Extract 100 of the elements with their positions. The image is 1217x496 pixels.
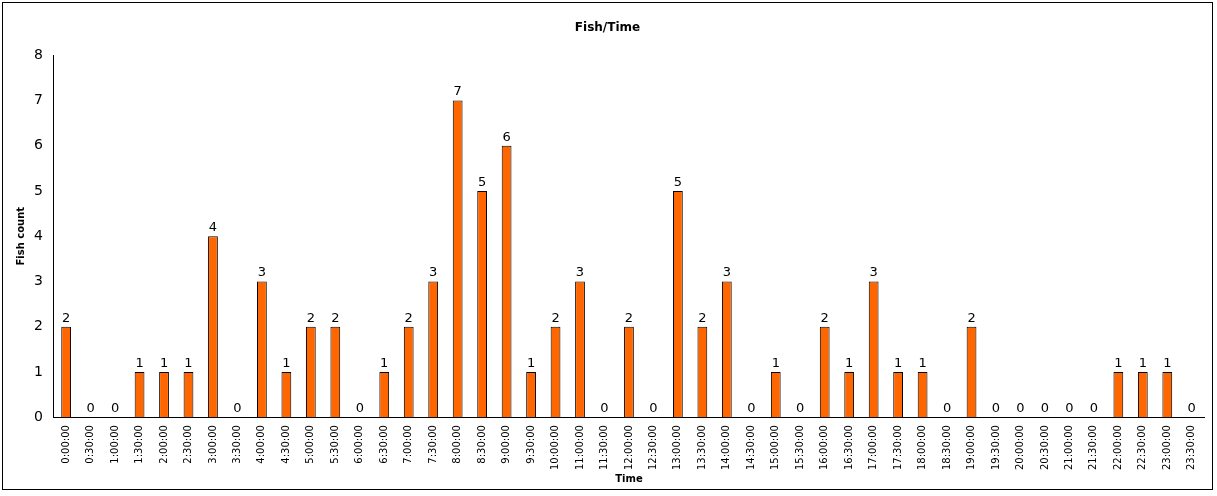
y-tick-label: 3	[33, 272, 43, 289]
data-label: 7	[453, 83, 462, 99]
x-tick-label: 2:30:00	[182, 425, 194, 464]
data-label: 0	[649, 399, 658, 415]
x-tick-label: 11:00:00	[573, 425, 585, 471]
data-label: 3	[869, 264, 878, 280]
data-label: 1	[918, 354, 927, 370]
data-label: 3	[575, 264, 585, 280]
data-label: 0	[747, 399, 756, 415]
x-tick-label: 16:30:00	[842, 425, 854, 471]
data-label: 6	[502, 128, 511, 144]
data-label: 3	[429, 264, 438, 280]
x-tick-label: 6:00:00	[353, 425, 365, 464]
x-tick-label: 23:30:00	[1185, 425, 1197, 471]
data-label: 2	[62, 309, 71, 325]
x-tick-label: 21:30:00	[1087, 425, 1099, 471]
x-tick-label: 7:30:00	[426, 425, 438, 464]
x-tick-label: 16:00:00	[818, 425, 830, 471]
x-tick-label: 5:30:00	[328, 425, 340, 464]
data-label: 0	[1089, 399, 1099, 415]
data-label: 0	[86, 399, 95, 415]
x-tick-label: 17:30:00	[891, 425, 903, 471]
x-tick-label: 23:00:00	[1160, 425, 1172, 471]
x-tick-label: 0:30:00	[84, 425, 96, 464]
x-axis-title: Time	[615, 472, 643, 484]
x-tick-label: 19:30:00	[989, 425, 1001, 471]
data-label: 0	[991, 399, 1001, 415]
data-label: 0	[942, 399, 952, 415]
data-label: 1	[135, 354, 144, 370]
chart-title: Fish/Time	[574, 20, 641, 35]
x-tick-label: 12:00:00	[622, 425, 634, 471]
data-label: 1	[771, 354, 780, 370]
y-tick-label: 7	[33, 91, 43, 108]
x-tick-label: 15:00:00	[769, 425, 781, 471]
x-tick-label: 11:30:00	[598, 425, 610, 471]
x-tick-label: 8:00:00	[451, 425, 463, 464]
data-label: 2	[551, 309, 560, 325]
data-label: 5	[477, 173, 487, 189]
data-label: 0	[110, 399, 120, 415]
x-tick-label: 4:30:00	[279, 425, 291, 464]
data-label: 1	[1114, 354, 1123, 370]
x-tick-label: 22:00:00	[1111, 425, 1123, 471]
x-tick-label: 5:00:00	[304, 425, 316, 464]
y-axis-title: Fish count	[14, 206, 26, 266]
data-label: 0	[1040, 399, 1050, 415]
data-label: 2	[967, 309, 976, 325]
data-label: 4	[208, 219, 218, 235]
y-tick-label: 5	[33, 181, 43, 198]
data-label: 1	[1163, 354, 1172, 370]
data-label: 0	[796, 399, 805, 415]
x-tick-label: 0:00:00	[59, 425, 71, 464]
data-label: 0	[600, 399, 609, 415]
y-tick-label: 1	[33, 362, 43, 379]
x-tick-label: 21:00:00	[1063, 425, 1075, 471]
x-tick-label: 6:30:00	[377, 425, 389, 464]
x-tick-label: 18:30:00	[940, 425, 952, 471]
y-tick-label: 2	[33, 317, 43, 334]
data-label: 0	[355, 399, 364, 415]
data-label: 0	[1065, 399, 1074, 415]
x-tick-label: 14:00:00	[720, 425, 732, 471]
data-label: 2	[698, 309, 707, 325]
y-tick-label: 8	[33, 46, 43, 63]
x-tick-label: 3:30:00	[231, 425, 243, 464]
data-label: 0	[1016, 399, 1025, 415]
x-tick-label: 9:30:00	[524, 425, 536, 464]
x-tick-label: 18:00:00	[916, 425, 928, 471]
x-tick-label: 3:00:00	[206, 425, 218, 464]
x-tick-label: 2:00:00	[157, 425, 169, 464]
data-label: 2	[331, 309, 340, 325]
y-tick-label: 0	[33, 407, 43, 424]
x-tick-label: 12:30:00	[647, 425, 659, 471]
x-tick-label: 17:00:00	[867, 425, 879, 471]
data-label: 1	[893, 354, 903, 370]
y-tick-label: 6	[33, 136, 43, 153]
data-label: 0	[233, 399, 242, 415]
data-label: 1	[184, 354, 193, 370]
x-tick-label: 8:30:00	[475, 425, 487, 464]
data-label: 1	[159, 354, 169, 370]
x-tick-label: 15:30:00	[793, 425, 805, 471]
data-label: 2	[404, 309, 413, 325]
x-tick-label: 20:30:00	[1038, 425, 1050, 471]
y-tick-label: 4	[33, 226, 43, 243]
data-label: 1	[845, 354, 854, 370]
x-tick-label: 1:00:00	[108, 425, 120, 464]
data-label: 0	[1187, 399, 1196, 415]
x-tick-label: 13:00:00	[671, 425, 683, 471]
x-tick-label: 14:30:00	[744, 425, 756, 471]
x-tick-label: 9:00:00	[500, 425, 512, 464]
data-label: 1	[526, 354, 536, 370]
data-label: 5	[673, 173, 683, 189]
data-label: 1	[1138, 354, 1147, 370]
data-label: 1	[380, 354, 389, 370]
x-tick-label: 4:00:00	[255, 425, 267, 464]
data-label: 3	[257, 264, 267, 280]
x-tick-label: 22:30:00	[1136, 425, 1148, 471]
x-tick-label: 19:00:00	[965, 425, 977, 471]
x-tick-label: 7:00:00	[402, 425, 414, 464]
data-label: 2	[624, 309, 634, 325]
x-tick-label: 20:00:00	[1014, 425, 1026, 471]
x-tick-label: 10:00:00	[549, 425, 561, 471]
